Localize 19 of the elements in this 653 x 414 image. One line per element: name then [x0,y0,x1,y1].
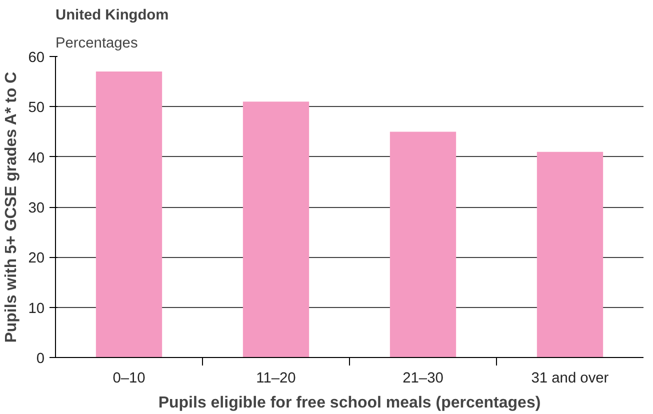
x-tick-label: 11–20 [256,370,296,386]
y-tick-label: 20 [28,250,45,267]
x-tick-label: 31 and over [531,370,609,386]
chart-subtitle: Percentages [56,36,138,52]
x-tick-label: 21–30 [402,370,444,386]
y-tick-label: 10 [28,300,45,317]
bar [536,152,604,358]
y-tick-label: 50 [28,100,45,116]
bar [390,132,456,358]
x-axis-title: Pupils eligible for free school meals (percentages) [158,394,541,412]
y-tick-label: 30 [28,200,45,216]
y-tick-label: 0 [36,351,45,367]
y-axis-title: Pupils with 5+ GCSE grades A* to C [3,71,20,343]
x-tick-label: 0–10 [112,370,146,386]
y-tick-label: 40 [28,150,45,166]
y-tick-label: 60 [28,50,45,66]
chart-title: United Kingdom [56,8,169,24]
bar [96,72,162,358]
bar [242,102,310,358]
